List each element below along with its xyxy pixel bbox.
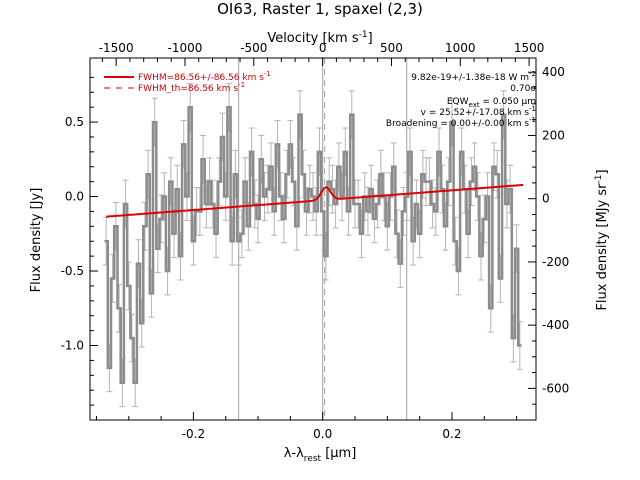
right-tick-label: 200	[542, 128, 565, 142]
top-tick-label: -1500	[99, 41, 134, 55]
right-tick-label: -200	[542, 255, 569, 269]
top-tick-label: 1000	[445, 41, 476, 55]
right-axis-label: Flux density [MJy sr-1]	[594, 169, 610, 310]
top-axis-label-sup: -1	[359, 30, 368, 40]
x-axis-label-lambda: λ-λ	[284, 446, 304, 461]
x-axis-label-unit: [μm]	[321, 446, 356, 461]
y-tick-label: -0.5	[61, 264, 84, 278]
x-tick-label: 0.2	[442, 427, 461, 441]
plot-area: -0.2 0.0 0.2 -1.0 -0.5 0.0 0.5 -1500 -1000 -500 0 5…	[61, 41, 570, 441]
annotation-flux-base: 9.82e-19+/-1.38e-18 W m	[411, 73, 529, 83]
annotation-velocity: v = 25.52+/-17.08 km s-1	[421, 105, 536, 118]
annotation-broadening: Broadening = 0.00+/-0.00 km s-1	[386, 116, 536, 129]
annotation-velocity-sup: -1	[529, 105, 536, 113]
data-series-step	[104, 105, 522, 385]
x-tick-label: 0.0	[313, 427, 332, 441]
y-tick-label: 0.0	[65, 190, 84, 204]
right-tick-label: -600	[542, 381, 569, 395]
annotation-velocity-base: v = 25.52+/-17.08 km s	[421, 108, 530, 118]
legend-label-fwhm-th-sup: -1	[238, 81, 245, 89]
top-tick-label: -500	[240, 41, 267, 55]
annotation-flux-sup: -2	[529, 70, 536, 78]
top-axis-label-base: Velocity [km s	[267, 31, 359, 46]
annotation-eqw: EQWext = 0.050 μm	[447, 97, 536, 109]
right-tick-label: 0	[542, 192, 550, 206]
annotation-eqw-base: EQW	[447, 97, 469, 107]
top-axis-label: Velocity [km s-1]	[267, 30, 372, 46]
y-tick-label: 0.5	[65, 115, 84, 129]
top-tick-label: 500	[380, 41, 403, 55]
annotation-broadening-base: Broadening = 0.00+/-0.00 km s	[386, 119, 529, 129]
annotation-eqw-sub: ext	[469, 101, 480, 109]
top-tick-label: -1000	[168, 41, 203, 55]
legend-label-fwhm-th-base: FWHM_th=86.56 km s	[138, 84, 238, 94]
chart-title: OI63, Raster 1, spaxel (2,3)	[217, 0, 423, 18]
plot-frame	[89, 57, 537, 421]
top-tick-label: 1500	[514, 41, 545, 55]
legend-label-fwhm: FWHM=86.56+/-86.56 km s-1	[138, 70, 271, 83]
right-tick-label: 400	[542, 65, 565, 79]
legend-label-fwhm-base: FWHM=86.56+/-86.56 km s	[138, 73, 264, 83]
right-tick-label: -400	[542, 318, 569, 332]
fit-annotations: 9.82e-19+/-1.38e-18 W m-2 0.70σ EQWext =…	[386, 70, 536, 129]
x-tick-label: -0.2	[182, 427, 205, 441]
annotation-broadening-sup: -1	[529, 116, 536, 124]
fit-line	[106, 183, 524, 218]
annotation-eqw-end: = 0.050 μm	[480, 97, 536, 107]
right-axis-label-base: Flux density [MJy sr	[595, 183, 610, 311]
legend: FWHM=86.56+/-86.56 km s-1 FWHM_th=86.56 …	[104, 70, 271, 94]
legend-label-fwhm-th: FWHM_th=86.56 km s-1	[138, 81, 245, 94]
y-tick-label: -1.0	[61, 339, 84, 353]
top-axis-label-end: ]	[368, 31, 373, 46]
x-axis-label: λ-λrest [μm]	[284, 446, 357, 464]
annotation-sigma: 0.70σ	[510, 84, 536, 94]
legend-label-fwhm-sup: -1	[264, 70, 271, 78]
y-axis-label: Flux density [Jy]	[29, 188, 44, 293]
x-axis-label-sub: rest	[304, 454, 322, 464]
right-axis-label-sup: -1	[594, 175, 604, 184]
top-tick-label: 0	[319, 41, 327, 55]
annotation-flux: 9.82e-19+/-1.38e-18 W m-2	[411, 70, 536, 83]
right-axis-label-end: ]	[595, 169, 610, 174]
